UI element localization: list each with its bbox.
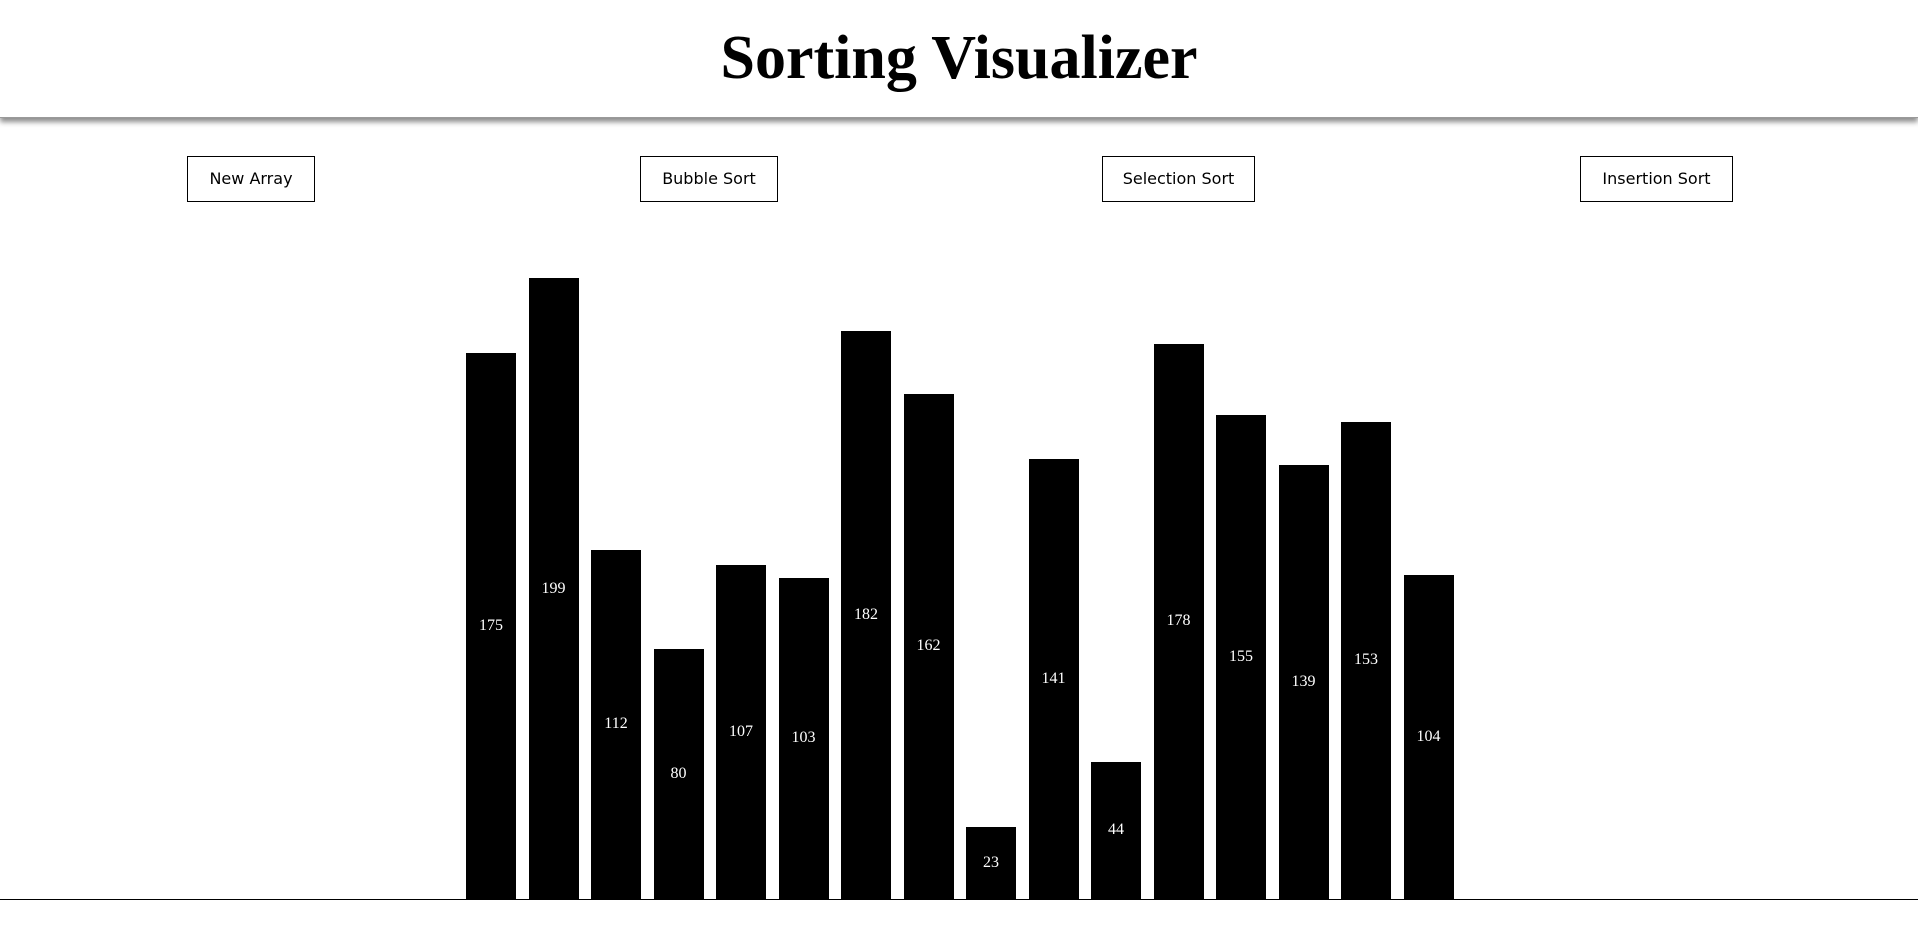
array-bar-value: 80 [670,765,687,783]
array-bar-value: 178 [1166,612,1191,630]
array-bar [966,827,1016,899]
array-bar [1403,574,1454,899]
insertion-sort-button[interactable]: Insertion Sort [1580,156,1733,202]
array-bar-value: 112 [604,715,628,733]
array-bar-value: 155 [1229,648,1253,666]
array-bar-value: 175 [479,617,503,634]
array-bar [903,393,954,899]
array-bar-value: 23 [983,854,999,872]
array-bar-value: 103 [791,729,816,747]
new-array-button[interactable]: New Array [187,156,315,202]
page-title: Sorting Visualizer [720,24,1198,92]
array-bar-value: 139 [1291,673,1316,691]
bars-baseline [0,899,1918,900]
array-bar [1216,415,1266,899]
array-bar [466,353,516,899]
array-bar [1278,465,1329,899]
array-bar-value: 107 [729,723,753,741]
bubble-sort-button[interactable]: Bubble Sort [640,156,778,202]
array-bar-value: 153 [1354,651,1378,669]
array-bar [716,565,766,899]
array-bar-value: 182 [854,606,878,624]
app-header: Sorting Visualizer [0,0,1918,118]
array-bar [1153,343,1204,899]
array-bar-value: 162 [916,637,941,655]
array-bar [1341,421,1391,899]
array-bar [591,549,641,899]
array-bar [653,649,704,899]
array-bar [841,331,891,899]
array-bar [1028,459,1079,899]
array-bar [1091,761,1141,899]
array-bar [778,577,829,899]
array-bar [528,278,579,899]
array-bar-value: 104 [1416,727,1441,745]
array-bar-value: 141 [1041,670,1066,688]
selection-sort-button[interactable]: Selection Sort [1102,156,1255,202]
array-bar-value: 199 [541,579,566,597]
array-bar-value: 44 [1108,821,1124,839]
